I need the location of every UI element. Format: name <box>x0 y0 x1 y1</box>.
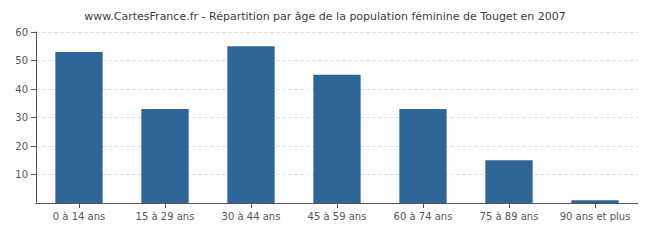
svg-text:40: 40 <box>15 84 28 95</box>
svg-text:60 à 74 ans: 60 à 74 ans <box>394 211 453 222</box>
svg-text:0 à 14 ans: 0 à 14 ans <box>53 211 105 222</box>
svg-text:30: 30 <box>15 112 28 123</box>
svg-text:45 à 59 ans: 45 à 59 ans <box>308 211 367 222</box>
svg-text:50: 50 <box>15 55 28 66</box>
svg-text:10: 10 <box>15 169 28 180</box>
svg-text:30 à 44 ans: 30 à 44 ans <box>222 211 281 222</box>
svg-text:90 ans et plus: 90 ans et plus <box>560 211 631 222</box>
svg-text:20: 20 <box>15 141 28 152</box>
svg-text:60: 60 <box>15 27 28 38</box>
svg-text:75 à 89 ans: 75 à 89 ans <box>480 211 539 222</box>
svg-text:15 à 29 ans: 15 à 29 ans <box>136 211 195 222</box>
svg-text:www.CartesFrance.fr - Répartit: www.CartesFrance.fr - Répartition par âg… <box>84 10 565 23</box>
